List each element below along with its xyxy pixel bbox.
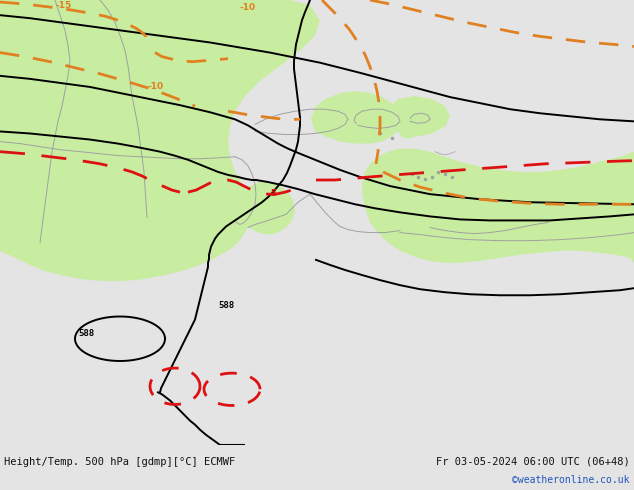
- Text: Height/Temp. 500 hPa [gdmp][°C] ECMWF: Height/Temp. 500 hPa [gdmp][°C] ECMWF: [4, 457, 235, 467]
- Text: -15: -15: [55, 1, 71, 10]
- Text: -5: -5: [268, 189, 278, 198]
- Polygon shape: [240, 182, 295, 235]
- Text: Fr 03-05-2024 06:00 UTC (06+48): Fr 03-05-2024 06:00 UTC (06+48): [436, 457, 630, 467]
- Polygon shape: [362, 148, 634, 445]
- Polygon shape: [0, 0, 320, 281]
- Polygon shape: [433, 120, 447, 127]
- Text: -10: -10: [240, 3, 256, 12]
- Text: -10: -10: [148, 82, 164, 91]
- Text: 588: 588: [78, 329, 94, 338]
- Polygon shape: [412, 123, 432, 136]
- Polygon shape: [388, 96, 450, 137]
- Text: 588: 588: [218, 301, 234, 310]
- Polygon shape: [311, 91, 400, 144]
- Polygon shape: [400, 128, 416, 139]
- Text: ©weatheronline.co.uk: ©weatheronline.co.uk: [512, 475, 630, 485]
